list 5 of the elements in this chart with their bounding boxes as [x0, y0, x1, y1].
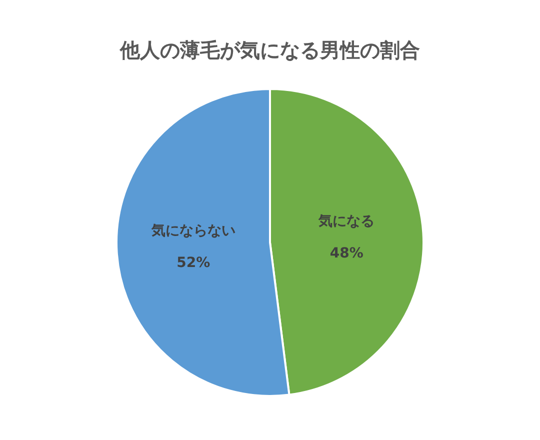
slice-label: 気にならない: [150, 222, 236, 239]
data-label: 52%: [176, 254, 210, 271]
chart-title: 他人の薄毛が気になる男性の割合: [119, 38, 420, 62]
data-label: 48%: [330, 245, 364, 262]
slice-label: 気になる: [318, 213, 375, 230]
